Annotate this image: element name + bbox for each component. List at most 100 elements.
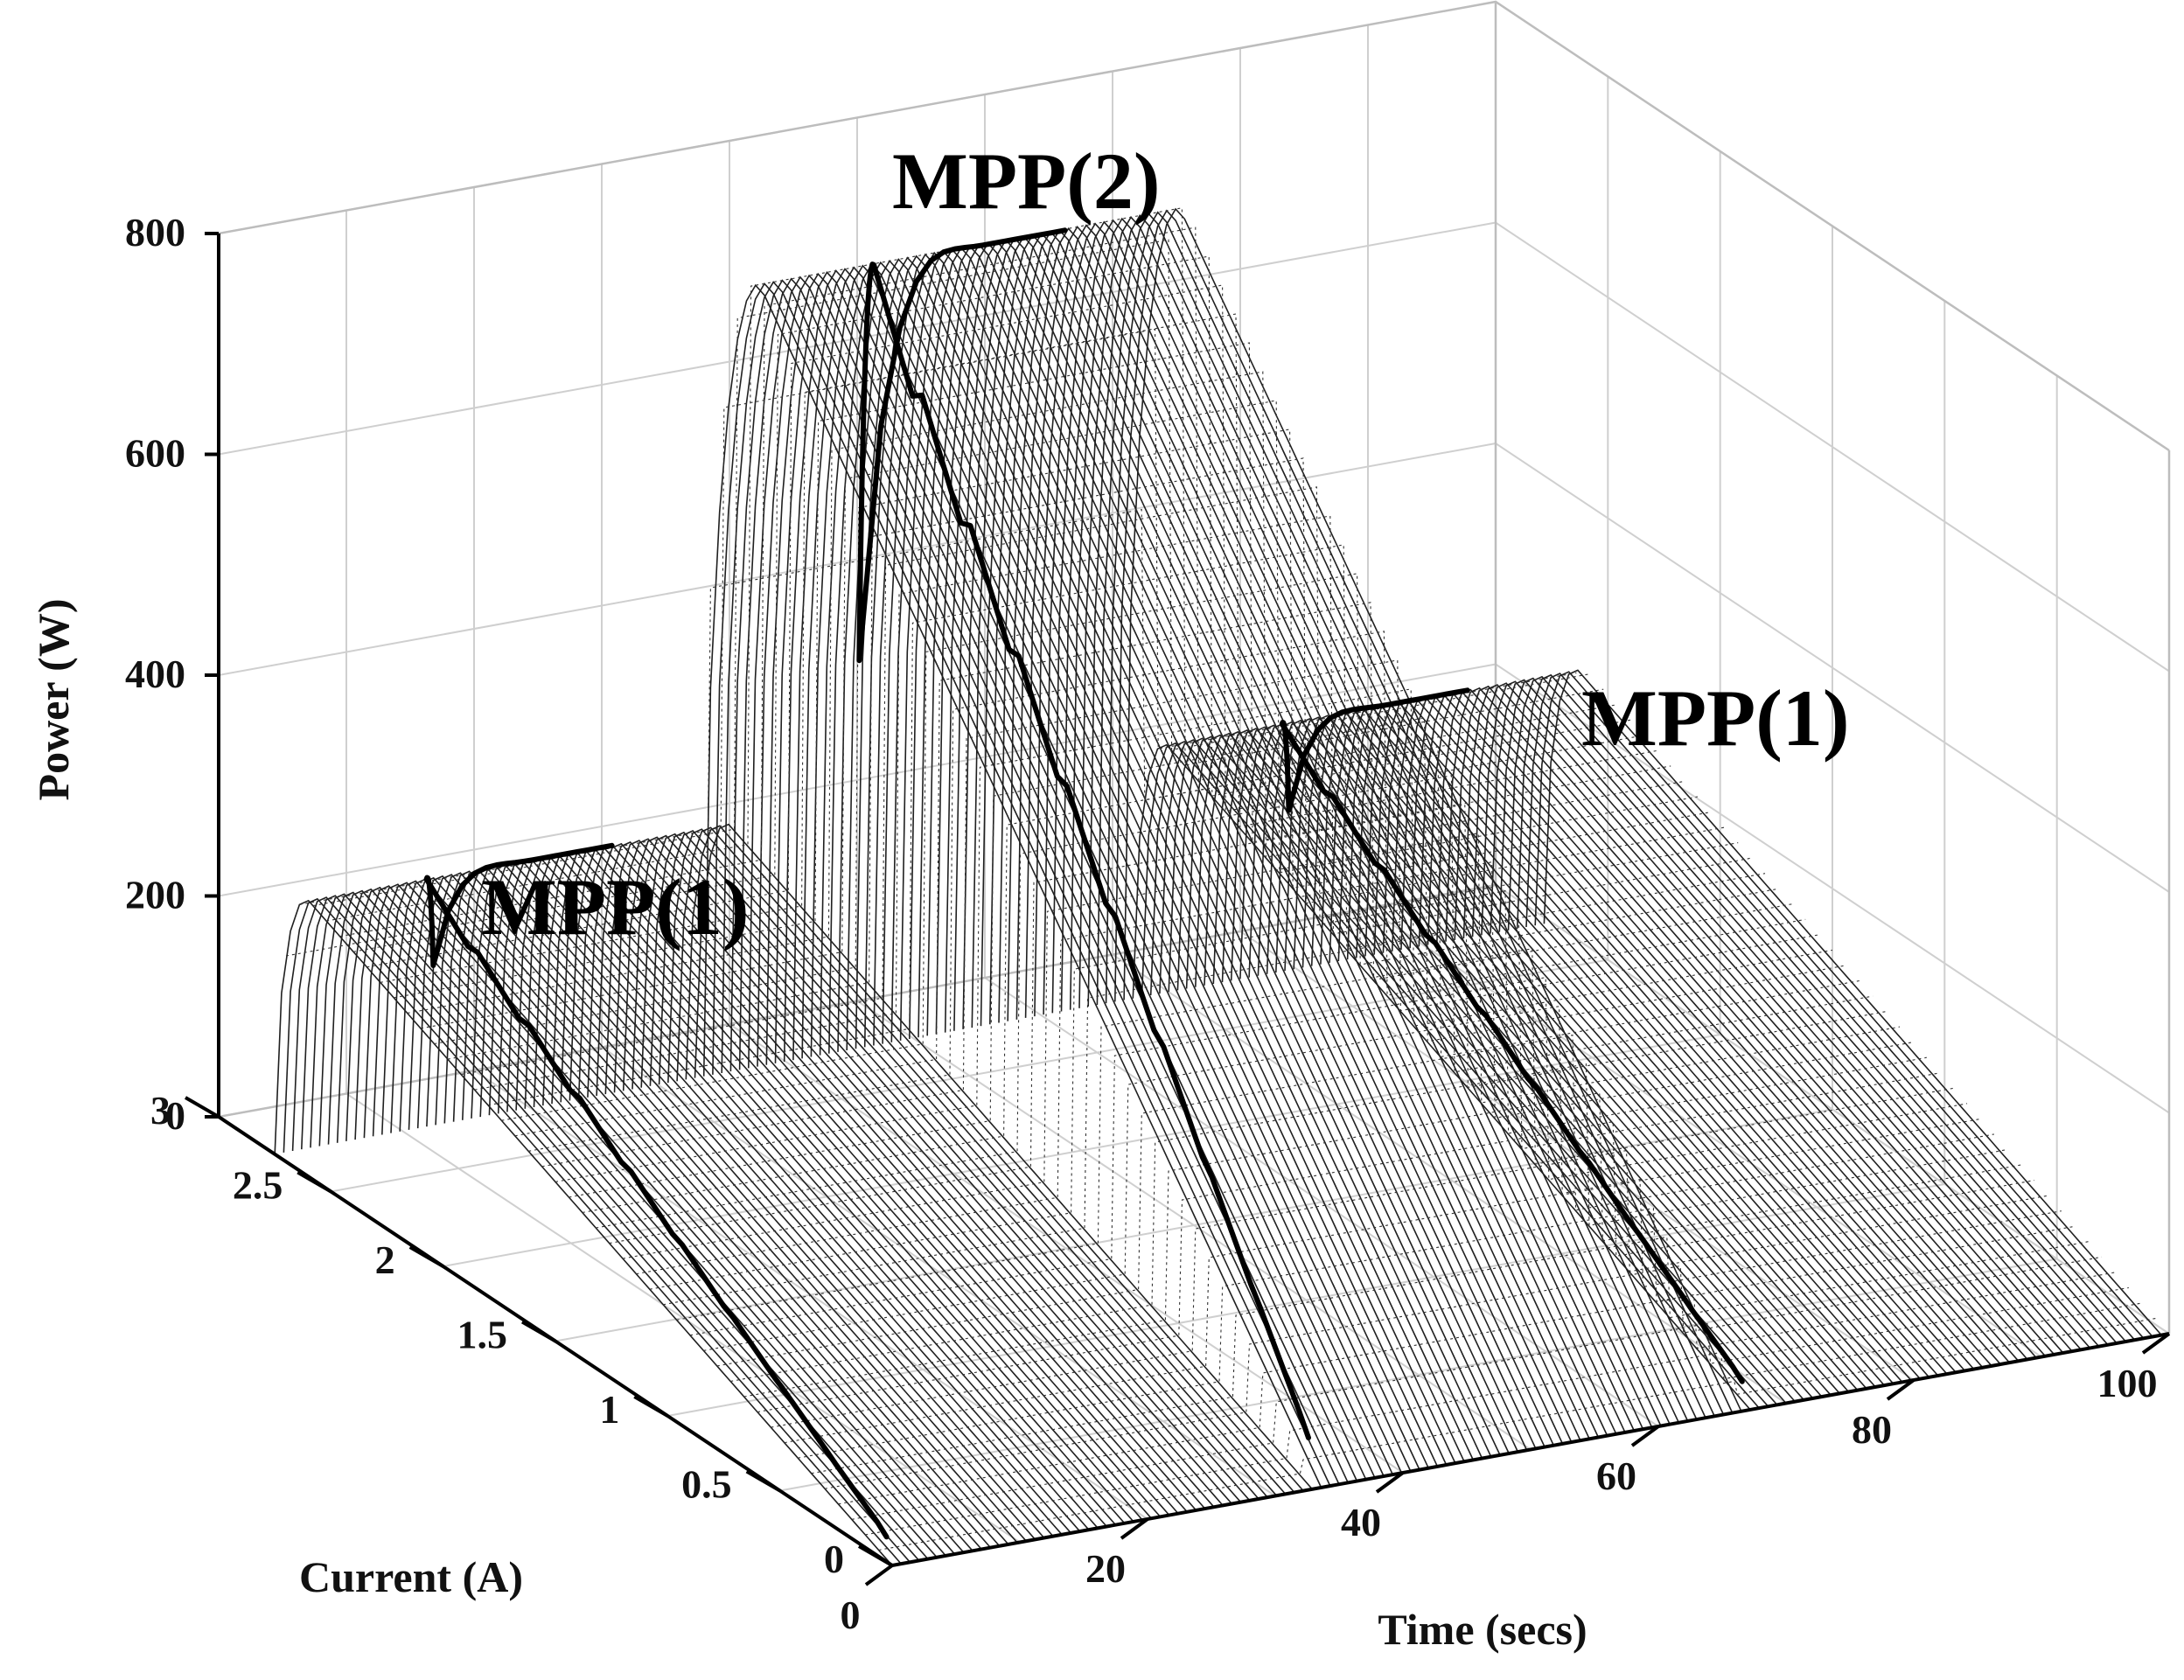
surface-time-line xyxy=(461,486,1739,1076)
surface-time-line xyxy=(487,544,1766,1106)
surface-time-line xyxy=(811,1236,2089,1474)
x-tick xyxy=(2141,1332,2171,1355)
surface-time-line xyxy=(663,919,1941,1306)
z-tick-label: 400 xyxy=(125,652,185,696)
z-tick-label: 200 xyxy=(125,873,185,917)
surface-rib xyxy=(1427,690,2047,1357)
surface-time-line xyxy=(352,255,1631,952)
surface-time-line xyxy=(326,207,1604,922)
surface-rib xyxy=(577,844,1197,1511)
y-tick xyxy=(297,1170,332,1194)
z-axis-label: Power (W) xyxy=(29,599,78,801)
mpp-tracking-trace-1 xyxy=(423,842,890,1540)
x-axis-line xyxy=(891,1332,2170,1567)
x-tick xyxy=(1120,1517,1149,1540)
surface-rib xyxy=(1436,688,2055,1356)
y-tick xyxy=(633,1395,669,1418)
surface-rib xyxy=(694,823,1313,1490)
surface-time-line xyxy=(838,1272,2116,1505)
surface-rib xyxy=(283,897,902,1565)
grid-line-floor-t xyxy=(345,1092,1021,1544)
surface-time-line xyxy=(676,948,1954,1321)
y-tick xyxy=(857,1544,894,1567)
surface-rib xyxy=(301,895,920,1561)
surface-time-line xyxy=(339,227,1617,938)
surface-time-line xyxy=(285,508,1564,957)
grid-line-floor-t xyxy=(984,977,1659,1427)
surface-rib xyxy=(1534,671,2153,1337)
y-tick xyxy=(520,1320,557,1343)
y-axis-label: Current (A) xyxy=(299,1552,523,1601)
surface-time-line xyxy=(865,1302,2143,1536)
grid-layer xyxy=(218,0,2171,1566)
surface-time-line xyxy=(514,602,1792,1137)
surface-rib xyxy=(471,864,1090,1530)
surface-time-line xyxy=(636,861,1914,1275)
surface-rib xyxy=(1454,685,2073,1352)
grid-line-floor-t xyxy=(601,1046,1276,1497)
surface-rib xyxy=(542,851,1162,1517)
surface-rib xyxy=(1490,679,2109,1346)
y-tick xyxy=(408,1245,444,1268)
surface-rib xyxy=(1507,675,2127,1342)
mpp-tracking-trace-3 xyxy=(1279,687,1745,1384)
surface-time-line xyxy=(824,1256,2103,1489)
surface-rib xyxy=(560,847,1179,1515)
y-tick xyxy=(745,1469,781,1493)
x-tick-label: 40 xyxy=(1341,1500,1381,1544)
surface-rib xyxy=(1471,682,2091,1349)
surface-rib xyxy=(1275,718,1894,1384)
surface-rib xyxy=(327,889,946,1557)
mpp-trace-layer xyxy=(423,227,1745,1540)
surface-time-line xyxy=(743,1091,2021,1398)
surface-layer xyxy=(274,207,2170,1566)
surface-rib xyxy=(1329,708,1948,1375)
surface-rib xyxy=(658,830,1278,1496)
surface-rib xyxy=(345,886,965,1553)
surface-time-line xyxy=(380,313,1657,983)
surface-rib xyxy=(587,842,1206,1509)
surface-rib xyxy=(1149,741,1769,1407)
surface-rib xyxy=(416,874,1036,1540)
x-tick xyxy=(864,1564,894,1586)
surface-rib xyxy=(1310,711,1930,1378)
surface-rib xyxy=(1409,694,2028,1360)
surface-rib xyxy=(1382,698,2001,1365)
y-tick-label: 0 xyxy=(824,1537,844,1581)
surface-rib xyxy=(310,893,929,1560)
surface-time-line xyxy=(407,371,1685,1014)
surface-time-line xyxy=(878,1317,2156,1551)
surface-rib xyxy=(1481,680,2100,1348)
surface-time-line xyxy=(596,775,1873,1229)
surface-time-line xyxy=(757,1120,2035,1413)
z-tick-label: 800 xyxy=(125,210,185,254)
x-tick-label: 0 xyxy=(841,1593,861,1637)
surface-rib xyxy=(1346,705,1966,1371)
surface-time-line xyxy=(420,400,1699,1029)
x-tick xyxy=(1630,1425,1660,1447)
mpp-tracking-trace-2 xyxy=(856,227,1311,1440)
surface-time-line xyxy=(366,284,1644,968)
surface-rib xyxy=(524,854,1143,1521)
surface-time-line xyxy=(569,717,1846,1198)
x-tick xyxy=(1375,1471,1405,1494)
surface-rib xyxy=(506,857,1126,1524)
surface-time-line xyxy=(716,1034,1994,1367)
y-tick-label: 3 xyxy=(150,1088,171,1133)
surface-time-line xyxy=(447,457,1725,1060)
y-tick-label: 1 xyxy=(599,1387,619,1432)
surface-rib xyxy=(1373,700,1992,1367)
surface-time-line xyxy=(851,1286,2129,1520)
surface-time-line xyxy=(689,977,1968,1336)
x-tick-label: 20 xyxy=(1085,1546,1126,1591)
surface-rib xyxy=(1498,677,2118,1344)
surface-time-line xyxy=(771,1149,2048,1428)
y-tick-label: 0.5 xyxy=(681,1462,732,1507)
surface-rib xyxy=(1445,687,2064,1354)
surface-time-line xyxy=(434,429,1712,1045)
surface-time-line xyxy=(649,890,1927,1290)
surface-time-line xyxy=(312,239,1590,907)
surface-time-line xyxy=(622,833,1901,1259)
surface-rib xyxy=(667,828,1287,1495)
surface-time-line xyxy=(528,631,1806,1152)
